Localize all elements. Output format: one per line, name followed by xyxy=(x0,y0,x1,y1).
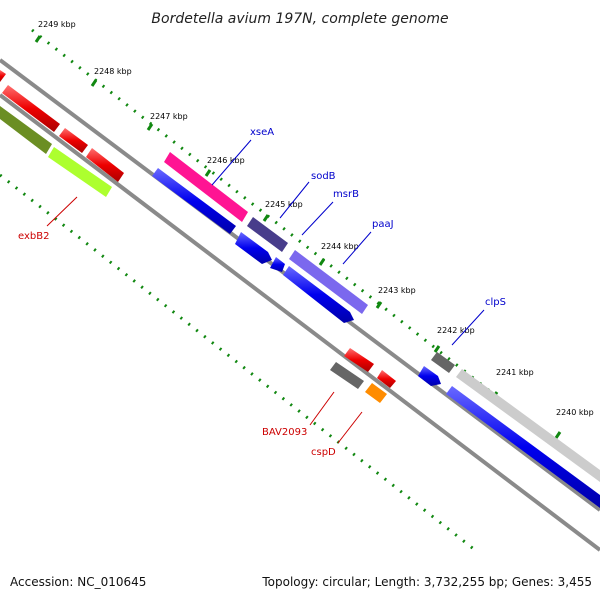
reverse-strand-features xyxy=(0,106,396,403)
gene-red-feature[interactable] xyxy=(0,70,6,82)
genome-backbone xyxy=(0,58,600,552)
label-sodB[interactable]: sodB xyxy=(311,171,336,182)
gene-sodB[interactable] xyxy=(247,217,288,252)
gene-red-feature[interactable] xyxy=(344,348,374,372)
gene-xseA-cds[interactable] xyxy=(152,168,236,234)
label-cspD[interactable]: cspD xyxy=(311,447,336,458)
inner-tick-track xyxy=(0,173,476,552)
outer-tick-track xyxy=(31,28,600,480)
accession-text: Accession: NC_010645 xyxy=(10,575,146,589)
tick-2243 xyxy=(375,301,383,309)
major-ticks xyxy=(34,35,562,439)
tick-label: 2240 kbp xyxy=(556,408,594,417)
gene-red-feature[interactable] xyxy=(86,148,124,182)
gene-exbB2[interactable] xyxy=(48,147,112,197)
label-exbB2[interactable]: exbB2 xyxy=(18,231,49,242)
gene-BAV2093[interactable] xyxy=(330,362,364,389)
genome-stats-text: Topology: circular; Length: 3,732,255 bp… xyxy=(261,575,592,589)
forward-strand-features xyxy=(0,70,600,482)
gene-paaJ-cds[interactable] xyxy=(283,266,354,323)
tick-label: 2241 kbp xyxy=(496,368,534,377)
gene-paaJ[interactable] xyxy=(289,250,368,314)
tick-2246 xyxy=(204,169,212,177)
gene-light-gray-feature[interactable] xyxy=(456,369,600,482)
gene-sodB-cds[interactable] xyxy=(235,232,272,264)
label-xseA[interactable]: xseA xyxy=(250,127,274,138)
tick-label: 2247 kbp xyxy=(150,112,188,121)
gene-cspD[interactable] xyxy=(365,383,387,403)
tick-2245 xyxy=(262,214,270,222)
blue-strand-features xyxy=(152,168,600,508)
tick-2244 xyxy=(318,258,326,266)
tick-labels: 2249 kbp 2248 kbp 2247 kbp 2246 kbp 2245… xyxy=(38,20,594,417)
label-clpS[interactable]: clpS xyxy=(485,297,506,308)
gene-red-feature[interactable] xyxy=(59,128,88,153)
tick-2242 xyxy=(433,345,441,353)
gene-red-feature[interactable] xyxy=(377,370,396,388)
tick-label: 2243 kbp xyxy=(378,286,416,295)
tick-label: 2249 kbp xyxy=(38,20,76,29)
tick-label: 2245 kbp xyxy=(265,200,303,209)
tick-2249 xyxy=(34,35,42,43)
gene-blue-long-cds[interactable] xyxy=(446,386,600,508)
tick-label: 2242 kbp xyxy=(437,326,475,335)
tick-2247 xyxy=(146,123,154,131)
tick-label: 2248 kbp xyxy=(94,67,132,76)
gene-msrB-cds[interactable] xyxy=(270,257,285,272)
label-paaJ[interactable]: paaJ xyxy=(372,219,394,230)
tick-label: 2246 kbp xyxy=(207,156,245,165)
tick-label: 2244 kbp xyxy=(321,242,359,251)
tick-2240 xyxy=(554,431,562,439)
gene-clpS-region[interactable] xyxy=(431,352,455,373)
label-msrB[interactable]: msrB xyxy=(333,189,359,200)
label-leaders xyxy=(46,139,485,444)
gene-olive-feature[interactable] xyxy=(0,106,52,154)
label-BAV2093[interactable]: BAV2093 xyxy=(262,427,307,438)
gene-red-feature[interactable] xyxy=(2,85,60,132)
gene-xseA[interactable] xyxy=(164,152,248,222)
gene-labels: xseA sodB msrB paaJ clpS exbB2 BAV2093 c… xyxy=(18,127,506,458)
tick-2248 xyxy=(90,79,98,87)
genome-title: Bordetella avium 197N, complete genome xyxy=(151,11,448,27)
gene-clpS-cds[interactable] xyxy=(418,366,441,386)
